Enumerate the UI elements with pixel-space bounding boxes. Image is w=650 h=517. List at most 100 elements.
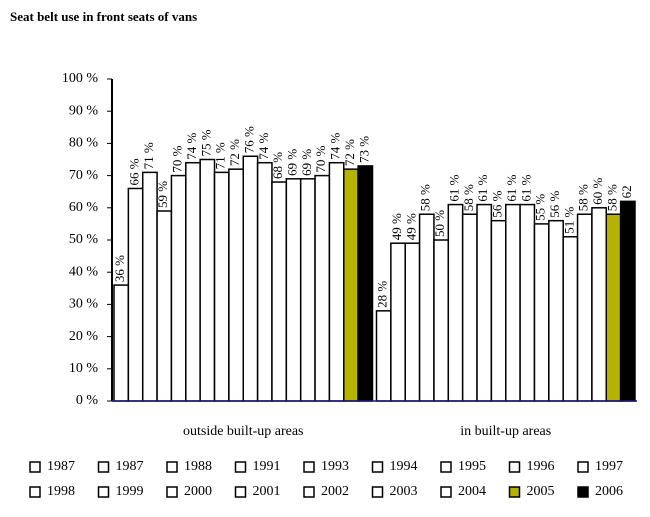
data-label: 69 % [284,149,299,176]
bar [533,223,550,402]
bar [605,213,622,402]
bar [213,171,230,402]
bar [127,187,144,402]
x-tick-label: outside built-up areas [183,424,304,439]
y-tick-label: 40 % [69,264,99,279]
bar [418,213,435,402]
bar [271,181,288,402]
data-label: 49 % [389,213,404,240]
y-tick-label: 100 % [62,71,99,86]
legend-swatch [303,461,315,473]
data-label: 69 % [299,149,314,176]
data-label: 73 % [356,136,371,163]
bar [170,174,187,402]
y-tick-label: 30 % [69,297,99,312]
bar [461,213,478,402]
data-label: 76 % [241,126,256,153]
legend-label: 2000 [184,484,212,499]
bar [404,242,421,402]
data-label: 75 % [198,129,213,156]
data-label: 28 % [375,281,390,308]
bar [185,161,201,402]
bar [562,236,579,402]
bar [375,310,392,402]
legend-swatch [303,486,315,498]
data-label: 50 % [432,210,447,237]
x-tick-label: in built-up areas [460,424,551,439]
legend-label: 1996 [527,459,555,474]
bar [519,203,536,402]
legend-swatch [371,461,384,473]
legend-label: 1987 [116,459,144,474]
bar [490,219,507,402]
bar [242,155,259,402]
legend-swatch [97,486,110,498]
bar [199,158,216,402]
data-label: 49 % [403,213,418,240]
y-tick-label: 50 % [69,232,99,247]
legend-swatch [577,486,589,498]
data-label: 74 % [184,132,199,159]
y-tick-label: 90 % [69,103,99,118]
legend-label: 1993 [321,459,349,474]
data-label: 56 % [547,190,562,217]
legend-label: 1988 [184,459,212,474]
data-label: 58 % [418,184,433,211]
data-label: 58 % [576,184,591,211]
y-tick-label: 70 % [69,168,99,183]
legend-label: 2001 [253,484,281,499]
legend-swatch [234,486,247,498]
legend-swatch [97,461,110,473]
legend-label: 2002 [321,484,349,499]
data-label: 74 % [328,132,343,159]
data-label: 66 % [127,158,142,185]
bar [328,161,345,402]
bar [548,219,564,402]
bar [256,161,273,402]
data-label: 72 % [227,139,242,166]
legend-swatch [371,486,384,498]
legend-label: 1991 [253,459,281,474]
legend-label: 1994 [390,459,418,474]
bar [156,210,173,402]
legend-label: 1987 [47,459,75,474]
legend-label: 1998 [47,484,75,499]
legend-swatch [234,461,247,473]
y-tick-label: 10 % [69,361,99,376]
legend-swatch [508,461,521,473]
data-label: 70 % [170,145,185,172]
data-label: 71 % [213,142,228,169]
data-label: 71 % [141,142,156,169]
data-label: 70 % [313,145,328,172]
legend-label: 1995 [458,459,486,474]
data-label: 58 % [604,184,619,211]
bar [299,178,316,402]
bar [357,165,374,402]
legend-label: 1997 [595,459,623,474]
data-label: 61 % [475,174,490,201]
data-label: 36 % [112,255,127,282]
legend-swatch [440,461,452,473]
bar [390,242,406,402]
data-label: 60 % [590,178,605,205]
y-tick-label: 20 % [69,329,99,344]
data-label: 56 % [490,190,505,217]
bar [576,213,593,402]
chart-title: Seat belt use in front seats of vans [10,9,197,24]
bar [228,168,244,402]
data-label: 74 % [256,132,271,159]
data-label: 68 % [270,152,285,179]
data-label: 59 % [155,181,170,208]
data-label: 61 % [446,174,461,201]
bar [314,174,331,402]
bar [505,203,521,402]
bar [591,207,608,402]
legend-swatch [29,486,41,498]
bar [285,178,302,402]
legend-label: 2006 [595,484,623,499]
data-label: 51 % [561,207,576,234]
y-tick-label: 80 % [69,136,99,151]
legend-swatch [166,461,178,473]
